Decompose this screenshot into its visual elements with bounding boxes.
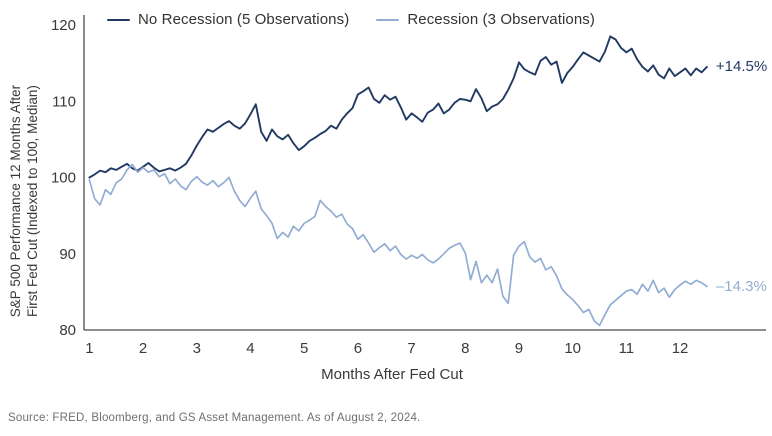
y-axis-title-line2: First Fed Cut (Indexed to 100, Median) bbox=[25, 85, 40, 317]
x-tick-label: 1 bbox=[85, 340, 93, 357]
x-tick-label: 9 bbox=[515, 340, 523, 357]
y-axis-title-line1: S&P 500 Performance 12 Months After bbox=[8, 84, 23, 318]
x-tick-label: 2 bbox=[139, 340, 147, 357]
no-recession-line bbox=[88, 35, 708, 179]
recession-line-swatch bbox=[376, 18, 400, 21]
x-tick-label: 4 bbox=[246, 340, 254, 357]
x-tick-label: 5 bbox=[300, 340, 308, 357]
x-tick-label: 7 bbox=[407, 340, 415, 357]
legend-item-recession: Recession (3 Observations) bbox=[376, 11, 595, 28]
y-tick-label: 100 bbox=[51, 170, 76, 187]
x-axis-title: Months After Fed Cut bbox=[321, 366, 463, 383]
no-recession-end-label: +14.5% bbox=[715, 57, 768, 75]
x-tick-label: 3 bbox=[193, 340, 201, 357]
no-recession-line-swatch bbox=[107, 18, 130, 21]
source-note: Source: FRED, Bloomberg, and GS Asset Ma… bbox=[8, 412, 421, 424]
y-tick-label: 120 bbox=[51, 17, 76, 34]
x-tick-label: 6 bbox=[354, 340, 362, 357]
legend: No Recession (5 Observations) Recession … bbox=[107, 11, 595, 28]
recession-end-label: –14.3% bbox=[715, 277, 767, 295]
x-tick-label: 12 bbox=[672, 340, 689, 357]
legend-label-no-recession: No Recession (5 Observations) bbox=[138, 11, 350, 28]
x-tick-label: 8 bbox=[461, 340, 469, 357]
y-tick-label: 80 bbox=[59, 322, 76, 339]
y-tick-label: 90 bbox=[59, 246, 76, 263]
x-tick-label: 11 bbox=[619, 340, 635, 357]
x-tick-label: 10 bbox=[564, 340, 581, 357]
legend-item-no-recession: No Recession (5 Observations) bbox=[107, 11, 349, 28]
legend-label-recession: Recession (3 Observations) bbox=[407, 11, 596, 28]
y-tick-label: 110 bbox=[52, 93, 76, 110]
recession-line bbox=[88, 163, 708, 327]
y-axis-title: S&P 500 Performance 12 Months After Firs… bbox=[7, 36, 43, 366]
